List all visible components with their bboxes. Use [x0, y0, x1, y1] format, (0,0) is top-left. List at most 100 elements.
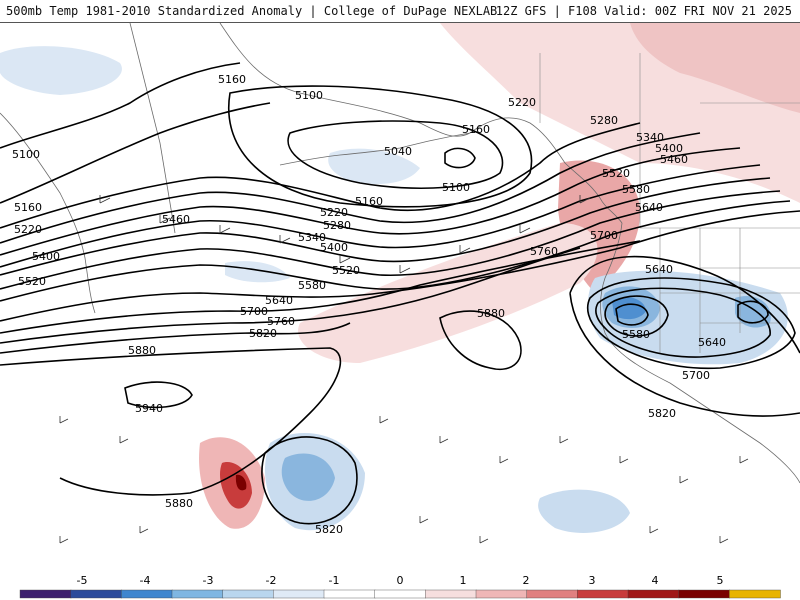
- colorbar-swatches: [19, 589, 781, 599]
- wind-barb: [99, 195, 591, 274]
- contour-label: 5520: [332, 264, 360, 277]
- contour-5640-east: [595, 287, 771, 358]
- contour-label: 5220: [320, 206, 348, 219]
- wind-barb: [59, 516, 729, 544]
- colorbar-swatch: [577, 589, 629, 599]
- contour-label: 5220: [508, 96, 536, 109]
- colorbar-swatch: [627, 589, 680, 599]
- contour-label: 5580: [622, 183, 650, 196]
- contour-5760: [0, 247, 581, 344]
- cold-anomaly-gulf: [328, 148, 420, 185]
- contour-label: 5640: [635, 201, 663, 214]
- contour-label: 5340: [298, 231, 326, 244]
- contour-5880: [0, 347, 342, 496]
- contour-5820-east: [569, 255, 800, 417]
- contour-5580-east-2: [737, 300, 769, 324]
- contour-5580-east: [604, 295, 669, 337]
- contour-label: 5460: [162, 213, 190, 226]
- contour-label: 5160: [14, 201, 42, 214]
- contour-label: 5880: [165, 497, 193, 510]
- anomaly-colorbar: -5 -4 -3 -2 -1 0 1 2 3 4 5: [0, 574, 800, 600]
- wind-barbs: [59, 195, 749, 544]
- contour-5820: [0, 322, 351, 354]
- contour-label: 5100: [12, 148, 40, 161]
- contour-5100-ring: [287, 120, 504, 189]
- cold-anomaly-midpacific-core: [281, 453, 335, 501]
- contour-label: 5700: [240, 305, 268, 318]
- contour-5220: [0, 122, 641, 229]
- contour-label: 5880: [477, 307, 505, 320]
- cold-anomaly-aleutians: [0, 46, 122, 95]
- contour-5520: [0, 190, 781, 290]
- height-contours: [0, 62, 800, 525]
- colorbar-swatch: [374, 589, 427, 599]
- contour-label: 5640: [265, 294, 293, 307]
- colorbar-tick: 5: [717, 574, 724, 587]
- contour-label: 5640: [698, 336, 726, 349]
- contour-label: 5520: [18, 275, 46, 288]
- colorbar-tick: 0: [397, 574, 404, 587]
- contour-5700-east: [586, 277, 796, 370]
- contour-5640: [0, 210, 800, 322]
- contour-label: 5100: [295, 89, 323, 102]
- anomaly-map: 5040 5100 5100 5100 5160 5160 5160 5160 …: [0, 23, 800, 544]
- contour-label: 5820: [648, 407, 676, 420]
- colorbar-swatch: [425, 589, 477, 599]
- contour-5820-midpacific: [261, 436, 358, 525]
- cold-anomaly-west: [225, 261, 290, 283]
- contour-label: 5460: [660, 153, 688, 166]
- colorbar-tick: 2: [523, 574, 530, 587]
- contour-5340: [0, 147, 741, 256]
- contour-label: 5400: [32, 250, 60, 263]
- map-title: 500mb Temp 1981-2010 Standardized Anomal…: [6, 4, 498, 18]
- contour-label: 5700: [590, 229, 618, 242]
- contour-5280: [0, 132, 701, 244]
- warm-anomaly-subtropics-core: [220, 462, 252, 509]
- contour-label: 5580: [298, 279, 326, 292]
- contour-label: 5820: [249, 327, 277, 340]
- alaska-coastline: [219, 23, 623, 224]
- contour-label: 5760: [267, 315, 295, 328]
- warm-anomaly-northeast-core: [630, 23, 800, 113]
- colorbar-tick: -3: [203, 574, 214, 587]
- siberia-coastline: [0, 112, 96, 314]
- colorbar-swatch: [121, 589, 173, 599]
- warm-anomaly-band: [298, 223, 598, 363]
- contour-5580-east-inner: [615, 303, 649, 326]
- colorbar-tick: -4: [140, 574, 151, 587]
- wind-barb: [59, 416, 749, 484]
- colorbar-swatch: [273, 589, 325, 599]
- colorbar-swatch: [526, 589, 579, 599]
- colorbar-swatch: [19, 589, 72, 599]
- contour-5880-east: [439, 310, 522, 370]
- contour-label: 5760: [530, 245, 558, 258]
- contour-label: 5400: [320, 241, 348, 254]
- contour-label: 5820: [315, 523, 343, 536]
- contour-label: 5580: [622, 328, 650, 341]
- contour-label: 5160: [218, 73, 246, 86]
- colorbar-tick: 4: [652, 574, 659, 587]
- colorbar-tick: 1: [460, 574, 467, 587]
- contour-5160-ring: [227, 85, 533, 208]
- contour-5160-west: [0, 102, 271, 204]
- model-valid-time: 12Z GFS | F108 Valid: 00Z FRI NOV 21 202…: [495, 4, 792, 18]
- contour-label: 5100: [442, 181, 470, 194]
- colorbar-tick-labels: -5 -4 -3 -2 -1 0 1 2 3 4 5: [77, 574, 724, 587]
- colorbar-swatch: [475, 589, 528, 599]
- contour-labels: 5040 5100 5100 5100 5160 5160 5160 5160 …: [12, 73, 726, 536]
- contour-label: 5520: [602, 167, 630, 180]
- colorbar-swatch: [70, 589, 123, 599]
- contour-label: 5040: [384, 145, 412, 158]
- contour-label: 5640: [645, 263, 673, 276]
- contour-5040: [444, 147, 476, 169]
- kamchatka-coastline: [129, 23, 176, 234]
- contour-label: 5160: [462, 123, 490, 136]
- contour-label: 5220: [14, 223, 42, 236]
- contour-label: 5940: [135, 402, 163, 415]
- contour-label: 5400: [655, 142, 683, 155]
- colorbar-swatch: [729, 589, 781, 599]
- cold-anomaly-southwest-core-2: [612, 297, 646, 320]
- contour-label: 5340: [636, 131, 664, 144]
- contour-label: 5280: [590, 114, 618, 127]
